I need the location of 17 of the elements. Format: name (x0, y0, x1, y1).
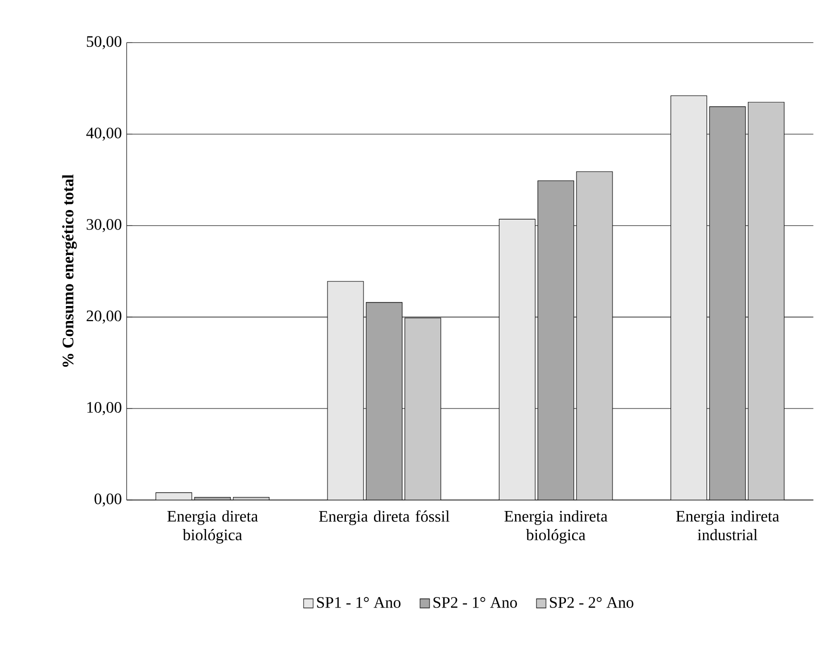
bar (576, 172, 613, 500)
y-tick-label: 0,00 (94, 494, 122, 507)
y-tick-label: 40,00 (86, 128, 122, 141)
y-axis-title: % Consumo energético total (62, 174, 77, 367)
x-tick-label: Energia direta fóssil (319, 510, 450, 526)
legend-label: SP2 - 1° Ano (434, 597, 517, 608)
y-tick-label: 50,00 (86, 36, 122, 50)
x-tick-label: Energia indireta industrial (676, 510, 780, 540)
legend-label: SP1 - 1° Ano (317, 597, 400, 608)
bar (404, 318, 442, 500)
x-tick-label: Energia direta biológica (167, 510, 258, 544)
y-tick-label: 10,00 (87, 402, 122, 416)
x-tick-label: Energia indireta biológica (504, 510, 608, 544)
bar (748, 102, 784, 500)
y-tick-label: 20,00 (86, 310, 122, 324)
y-tick-label: 30,00 (86, 219, 122, 232)
legend-label: SP2 - 2° Ano (550, 597, 634, 608)
